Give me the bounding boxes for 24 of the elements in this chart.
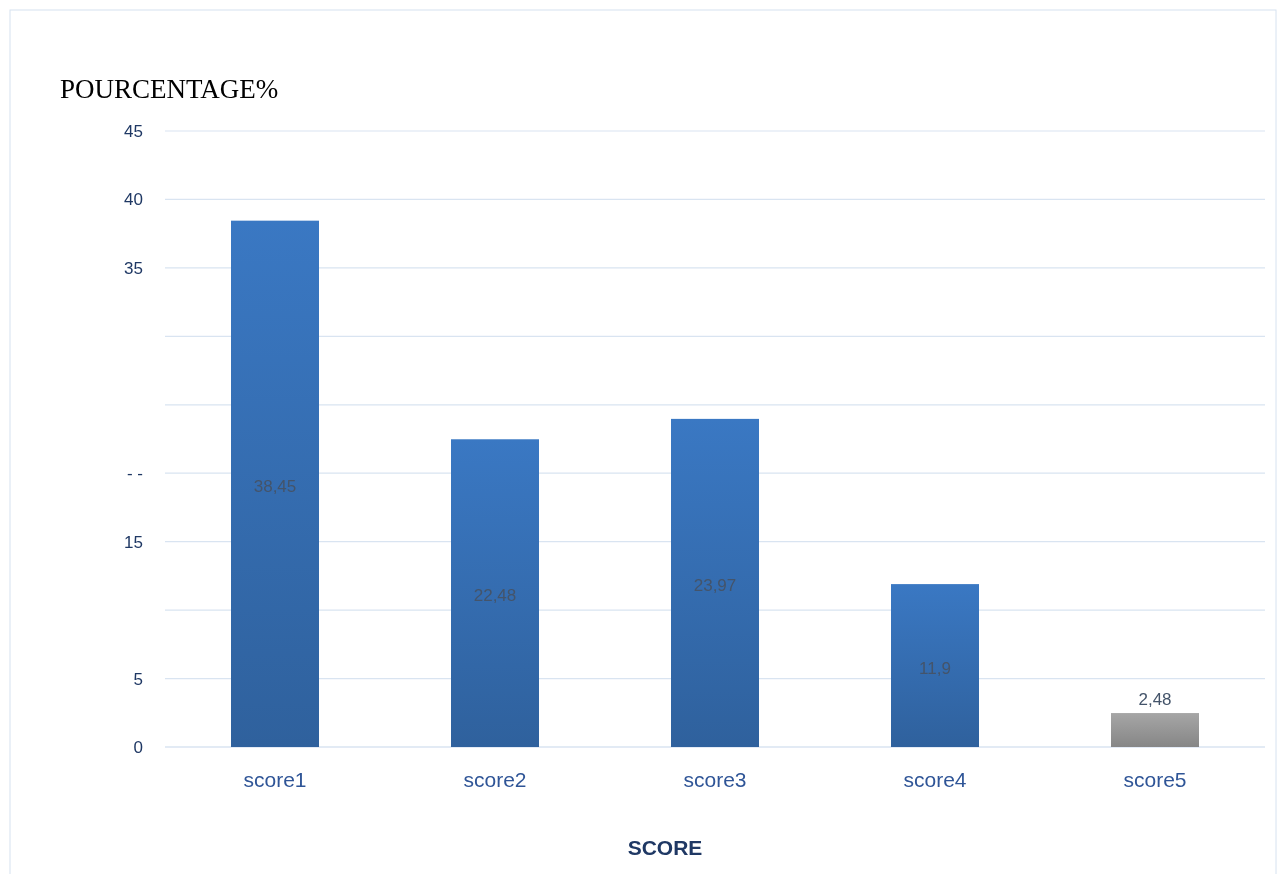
data-label: 2,48: [1138, 690, 1172, 710]
x-tick-label: score3: [683, 767, 747, 791]
data-label: 11,9: [919, 658, 951, 678]
y-tick-label: - -: [126, 464, 143, 484]
x-tick-label: score5: [1123, 767, 1187, 791]
x-axis-title: SCORE: [627, 836, 703, 859]
bar: [671, 418, 759, 747]
bar: [231, 220, 319, 747]
y-tick-label: 35: [124, 258, 143, 278]
y-tick-label: 40: [124, 190, 143, 210]
data-label: 22,48: [473, 586, 517, 606]
y-tick-label: 45: [124, 121, 143, 141]
chart-title: POURCENTAGE%: [60, 74, 279, 104]
bar: [891, 584, 979, 747]
bar: [1111, 713, 1199, 747]
x-tick-label: score1: [243, 767, 307, 791]
x-tick-label: score2: [463, 767, 527, 791]
y-tick-label: 15: [124, 532, 143, 552]
bar: [451, 439, 539, 747]
y-tick-label: 5: [133, 669, 143, 689]
data-label: 23,97: [693, 575, 737, 595]
x-tick-label: score4: [903, 767, 967, 791]
y-tick-label: 0: [133, 737, 143, 757]
data-label: 38,45: [253, 476, 297, 496]
